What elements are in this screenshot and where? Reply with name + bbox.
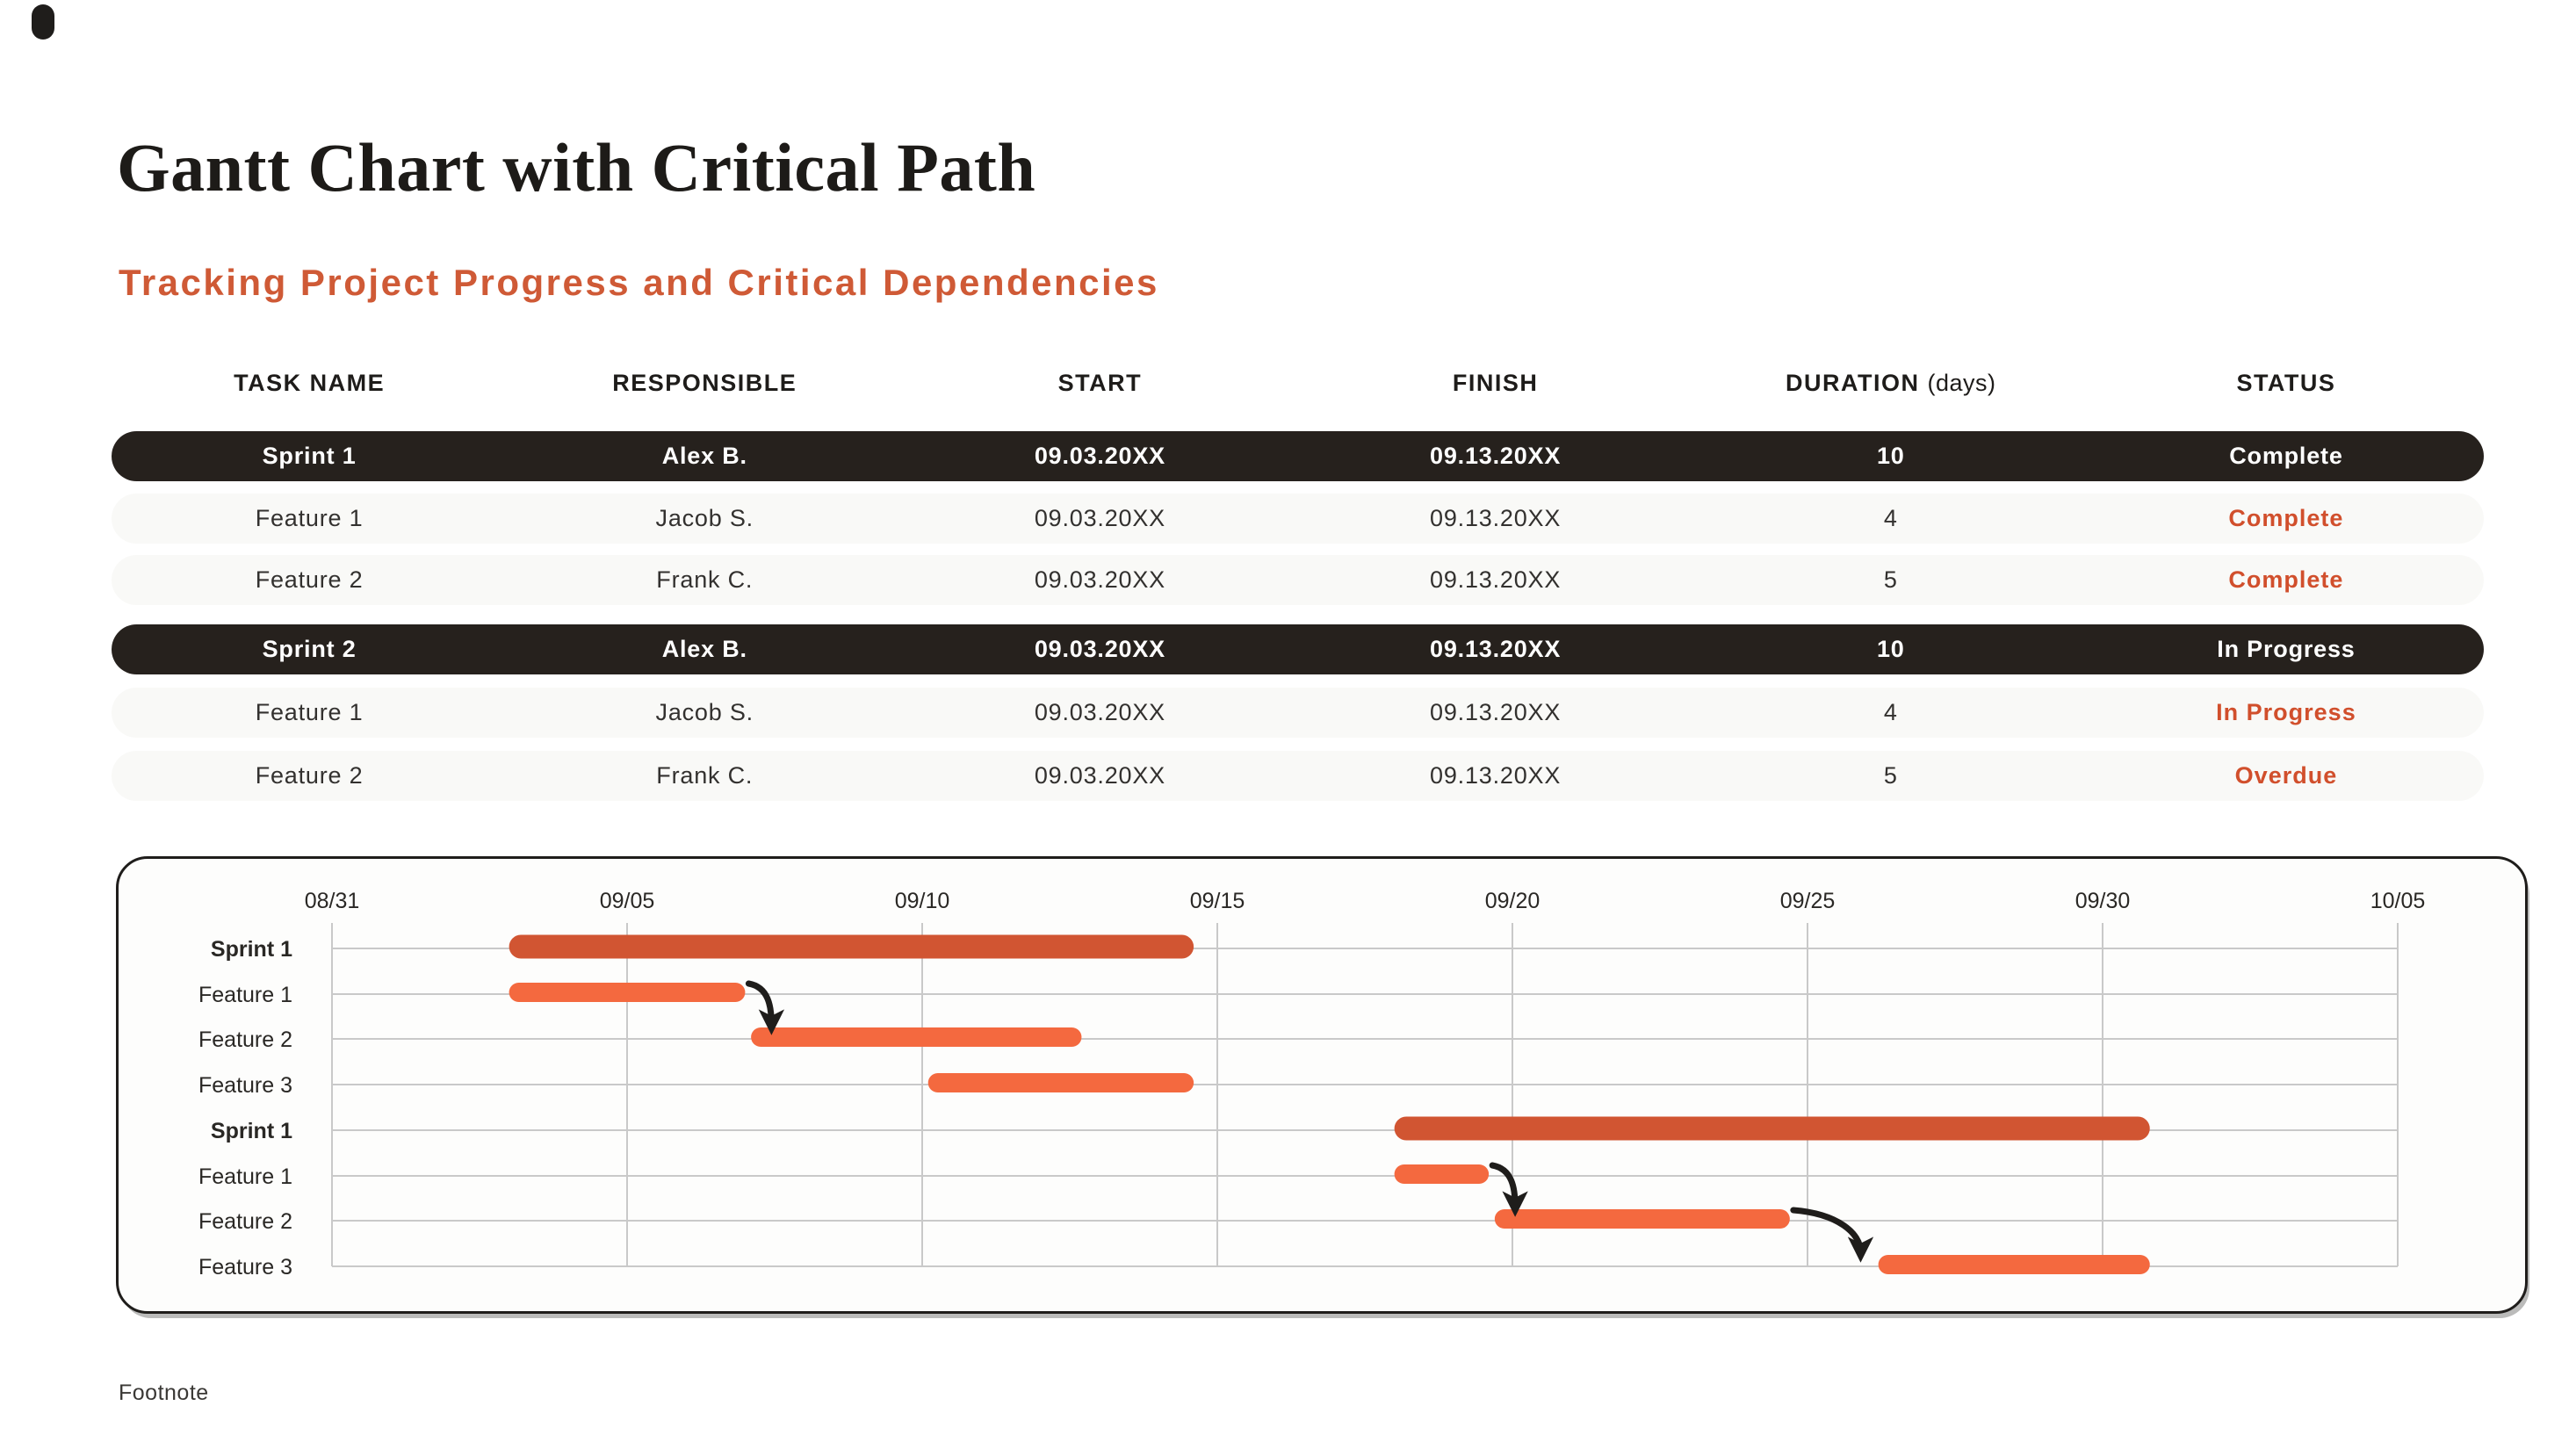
gantt-tick-label: 09/30	[2075, 889, 2131, 913]
gantt-tick-label: 09/20	[1485, 889, 1541, 913]
gantt-bar	[509, 983, 746, 1002]
column-header-task-name: TASK NAME	[234, 369, 386, 396]
gantt-row-label: Feature 1	[198, 983, 292, 1007]
cell-responsible: Jacob S.	[655, 699, 754, 725]
table-row-feature-1b: Feature 1 Jacob S. 09.03.20XX 09.13.20XX…	[112, 688, 2484, 738]
dependency-arrow	[1489, 1162, 1528, 1217]
cell-start: 09.03.20XX	[1034, 762, 1165, 789]
column-header-duration-unit: (days)	[1927, 369, 1996, 396]
cell-status: Overdue	[2234, 762, 2338, 789]
page-subtitle: Tracking Project Progress and Critical D…	[119, 262, 1159, 303]
footnote: Footnote	[119, 1381, 209, 1405]
cell-finish: 09.13.20XX	[1430, 636, 1562, 662]
cell-finish: 09.13.20XX	[1430, 505, 1562, 531]
cell-status: Complete	[2228, 566, 2344, 593]
gantt-tick-label: 09/25	[1780, 889, 1836, 913]
table-row-feature-1: Feature 1 Jacob S. 09.03.20XX 09.13.20XX…	[112, 494, 2484, 544]
cell-duration: 5	[1883, 566, 1898, 593]
column-header-start: START	[1057, 369, 1143, 396]
cell-status: In Progress	[2216, 699, 2356, 725]
table-header-row: TASK NAME RESPONSIBLE START FINISH DURAT…	[112, 364, 2484, 401]
cell-responsible: Alex B.	[661, 636, 747, 662]
cell-finish: 09.13.20XX	[1430, 762, 1562, 789]
cell-status: In Progress	[2217, 636, 2356, 662]
gantt-row-label: Sprint 1	[211, 937, 292, 962]
gantt-bar	[751, 1027, 1082, 1047]
cell-responsible: Frank C.	[656, 762, 754, 789]
cell-duration: 10	[1876, 636, 1905, 662]
table-row-feature-2b: Feature 2 Frank C. 09.03.20XX 09.13.20XX…	[112, 751, 2484, 801]
slide-corner-mark	[32, 4, 54, 40]
gantt-row-label: Sprint 1	[211, 1119, 292, 1143]
gantt-row-label: Feature 2	[198, 1209, 292, 1234]
gantt-row-label: Feature 3	[198, 1073, 292, 1098]
table-row-sprint-2: Sprint 2 Alex B. 09.03.20XX 09.13.20XX 1…	[112, 624, 2484, 674]
table-row-sprint-1: Sprint 1 Alex B. 09.03.20XX 09.13.20XX 1…	[112, 431, 2484, 481]
gantt-bar	[1494, 1209, 1790, 1229]
task-table: TASK NAME RESPONSIBLE START FINISH DURAT…	[112, 364, 2484, 801]
cell-task: Feature 1	[255, 699, 364, 725]
gantt-bar	[1394, 1116, 2150, 1141]
gantt-row-label: Feature 2	[198, 1027, 292, 1052]
cell-task: Sprint 1	[262, 443, 357, 469]
cell-duration: 5	[1883, 762, 1898, 789]
page-title: Gantt Chart with Critical Path	[117, 129, 1036, 205]
cell-start: 09.03.20XX	[1034, 699, 1165, 725]
cell-finish: 09.13.20XX	[1430, 443, 1562, 469]
dependency-arrow	[1790, 1207, 1874, 1263]
gantt-tick-label: 10/05	[2370, 889, 2426, 913]
gantt-tick-label: 09/10	[895, 889, 950, 913]
cell-finish: 09.13.20XX	[1430, 699, 1562, 725]
cell-start: 09.03.20XX	[1034, 443, 1165, 469]
cell-status: Complete	[2228, 505, 2344, 531]
table-row-feature-2: Feature 2 Frank C. 09.03.20XX 09.13.20XX…	[112, 555, 2484, 605]
column-header-status: STATUS	[2236, 369, 2336, 396]
gantt-bar	[509, 934, 1194, 959]
gantt-row-label: Feature 3	[198, 1255, 292, 1280]
gantt-tick-label: 09/15	[1190, 889, 1245, 913]
gantt-chart: 08/31 09/05 09/10 09/15 09/20 09/25 09/30 10/05…	[116, 856, 2528, 1314]
cell-duration: 4	[1883, 699, 1898, 725]
gantt-bar	[927, 1073, 1194, 1092]
column-header-finish: FINISH	[1452, 369, 1539, 396]
cell-start: 09.03.20XX	[1034, 566, 1165, 593]
cell-task: Sprint 2	[262, 636, 357, 662]
cell-start: 09.03.20XX	[1034, 636, 1165, 662]
cell-responsible: Frank C.	[656, 566, 754, 593]
cell-task: Feature 1	[255, 505, 364, 531]
cell-responsible: Alex B.	[661, 443, 747, 469]
dependency-arrow	[745, 980, 785, 1035]
cell-duration: 10	[1876, 443, 1905, 469]
cell-responsible: Jacob S.	[655, 505, 754, 531]
column-header-duration-label: DURATION	[1786, 369, 1920, 396]
gantt-tick-label: 08/31	[305, 889, 360, 913]
column-header-responsible: RESPONSIBLE	[612, 369, 797, 396]
column-header-duration: DURATION (days)	[1693, 370, 2089, 397]
cell-task: Feature 2	[255, 762, 364, 789]
cell-duration: 4	[1883, 505, 1898, 531]
gantt-bar	[1394, 1164, 1490, 1184]
cell-status: Complete	[2229, 443, 2343, 469]
gantt-bar	[1878, 1255, 2150, 1274]
cell-finish: 09.13.20XX	[1430, 566, 1562, 593]
gantt-canvas: 08/31 09/05 09/10 09/15 09/20 09/25 09/30 10/05…	[198, 889, 2426, 1280]
cell-task: Feature 2	[255, 566, 364, 593]
gantt-tick-label: 09/05	[600, 889, 655, 913]
cell-start: 09.03.20XX	[1034, 505, 1165, 531]
gantt-row-label: Feature 1	[198, 1164, 292, 1189]
